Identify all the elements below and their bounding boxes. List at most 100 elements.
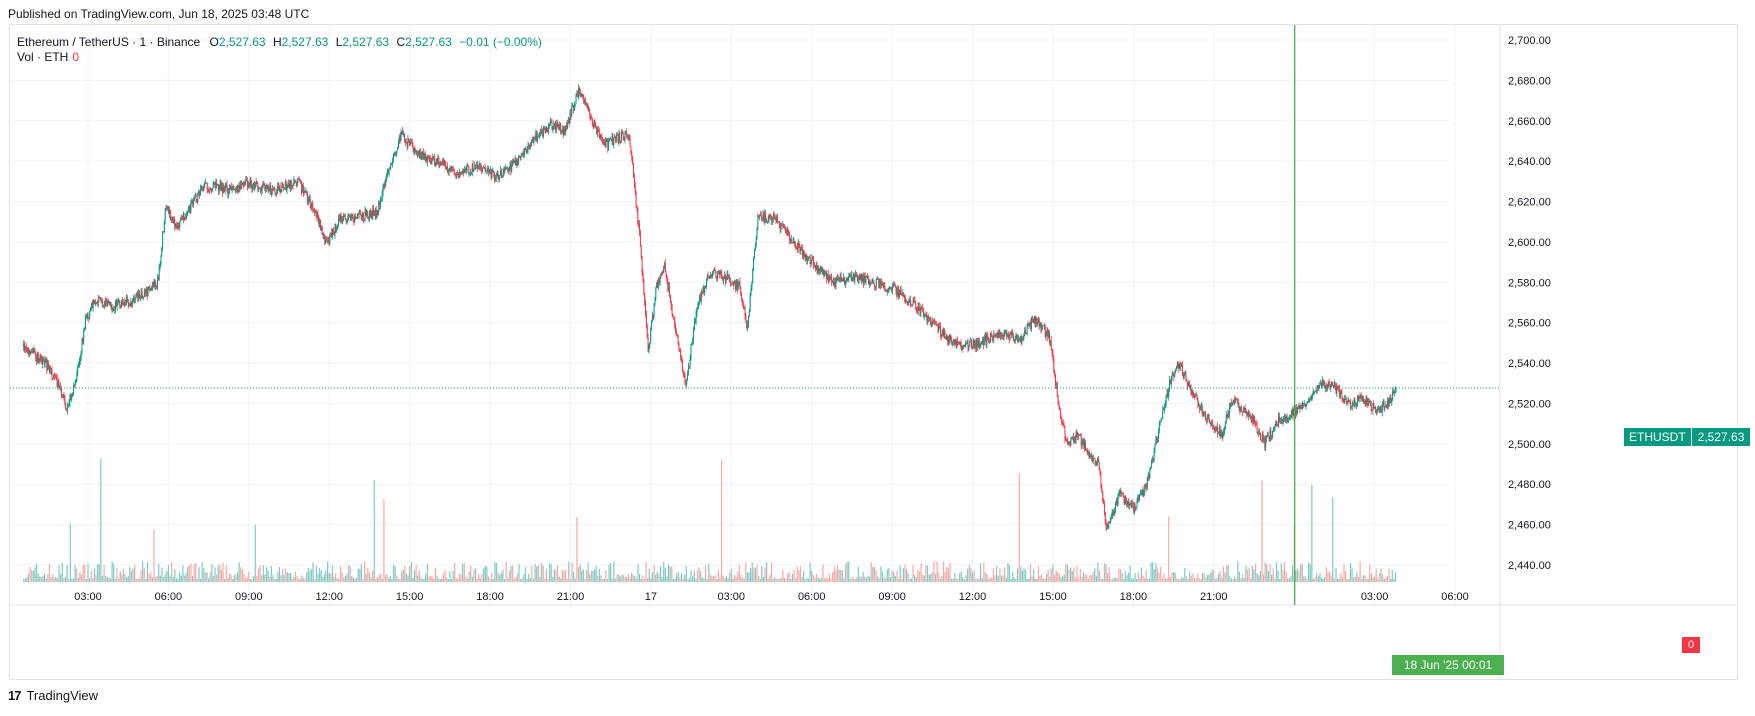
volume-bar <box>343 577 345 582</box>
candle-body <box>710 274 712 277</box>
volume-bar <box>383 499 385 582</box>
volume-bar <box>288 573 290 582</box>
volume-bar <box>486 566 488 582</box>
candle-body <box>512 161 514 165</box>
candle-body <box>747 316 749 325</box>
candle-body <box>1160 419 1162 423</box>
candle-body <box>359 213 361 215</box>
volume-bar <box>1016 568 1019 582</box>
candle-body <box>1059 406 1061 410</box>
candle-body <box>1173 375 1175 377</box>
candle-body <box>1288 418 1290 421</box>
candle-body <box>807 259 809 261</box>
volume-bar <box>423 578 425 582</box>
volume-bar <box>553 569 555 582</box>
volume-bar <box>1116 577 1118 582</box>
volume-bar <box>941 575 943 582</box>
volume-bar <box>1066 564 1069 582</box>
volume-bar <box>714 575 716 582</box>
volume-bar <box>918 571 921 582</box>
candle-body <box>730 283 732 285</box>
volume-bar <box>256 575 258 582</box>
candle-body <box>177 224 179 229</box>
candle-body <box>676 334 678 336</box>
candle-body <box>602 141 604 142</box>
candle-body <box>124 300 126 307</box>
candle-body <box>987 335 989 339</box>
candle-body <box>886 291 888 293</box>
volume-bar <box>1132 578 1134 582</box>
volume-bar <box>1370 573 1372 582</box>
candle-body <box>886 290 888 292</box>
candle-body <box>1217 426 1219 434</box>
candle-body <box>218 185 220 192</box>
volume-bar <box>999 568 1001 582</box>
candle-body <box>1391 400 1393 403</box>
volume-bar <box>520 578 522 582</box>
volume-bar <box>27 573 30 582</box>
candle-body <box>1075 432 1077 441</box>
volume-bar <box>92 578 94 582</box>
volume-bar <box>605 570 607 582</box>
candle-body <box>1205 412 1207 419</box>
candle-body <box>1250 416 1252 421</box>
tradingview-logo[interactable]: 17 TradingView <box>8 688 98 703</box>
volume-bar <box>1219 571 1221 582</box>
candle-body <box>885 289 887 291</box>
volume-bar <box>836 564 839 582</box>
candle-body <box>493 170 495 173</box>
candle-body <box>49 366 51 373</box>
candle-body <box>26 348 28 351</box>
volume-bar <box>563 570 565 582</box>
volume-bar <box>753 566 755 582</box>
candle-body <box>1003 332 1005 338</box>
candle-body <box>348 215 350 217</box>
candle-body <box>716 276 718 279</box>
chart-frame[interactable] <box>9 24 1738 680</box>
candle-body <box>133 297 135 304</box>
candle-body <box>989 333 991 342</box>
candle-body <box>33 349 35 351</box>
volume-bar <box>955 578 958 582</box>
candle-body <box>470 172 472 173</box>
volume-bar <box>991 577 993 582</box>
candle-body <box>535 132 537 140</box>
candle-body <box>452 166 454 168</box>
candle-body <box>1298 406 1300 410</box>
candle-body <box>383 184 385 186</box>
candle-body <box>416 151 418 154</box>
candle-body <box>705 285 707 288</box>
volume-bar <box>122 568 124 582</box>
volume-bar <box>296 576 298 582</box>
candle-body <box>1079 434 1081 437</box>
close-label: C <box>396 35 406 49</box>
candle-body <box>749 294 751 310</box>
candle-body <box>288 183 290 185</box>
candle-body <box>622 133 624 137</box>
candle-body <box>62 395 64 398</box>
volume-label[interactable]: Vol · ETH <box>17 50 69 64</box>
candle-body <box>318 219 320 225</box>
volume-bar <box>1314 576 1316 582</box>
candle-body <box>1134 506 1136 510</box>
volume-bar <box>1029 564 1032 582</box>
volume-bar <box>671 566 673 582</box>
candle-body <box>295 181 297 183</box>
volume-bar <box>290 573 292 582</box>
volume-bar <box>1201 572 1204 582</box>
candle-body <box>1205 418 1207 421</box>
candle-body <box>742 303 744 309</box>
candle-body <box>139 297 141 299</box>
candle-body <box>229 188 231 192</box>
volume-bar <box>629 577 631 582</box>
candle-body <box>217 184 219 192</box>
candle-body <box>1263 439 1265 441</box>
candle-body <box>571 106 573 116</box>
volume-bar <box>39 576 41 582</box>
candle-body <box>46 359 48 371</box>
symbol-title[interactable]: Ethereum / TetherUS · 1 · Binance <box>17 35 201 49</box>
candle-body <box>102 301 104 306</box>
volume-bar <box>1185 575 1188 582</box>
price-tick-label: 2,480.00 <box>1508 479 1551 491</box>
